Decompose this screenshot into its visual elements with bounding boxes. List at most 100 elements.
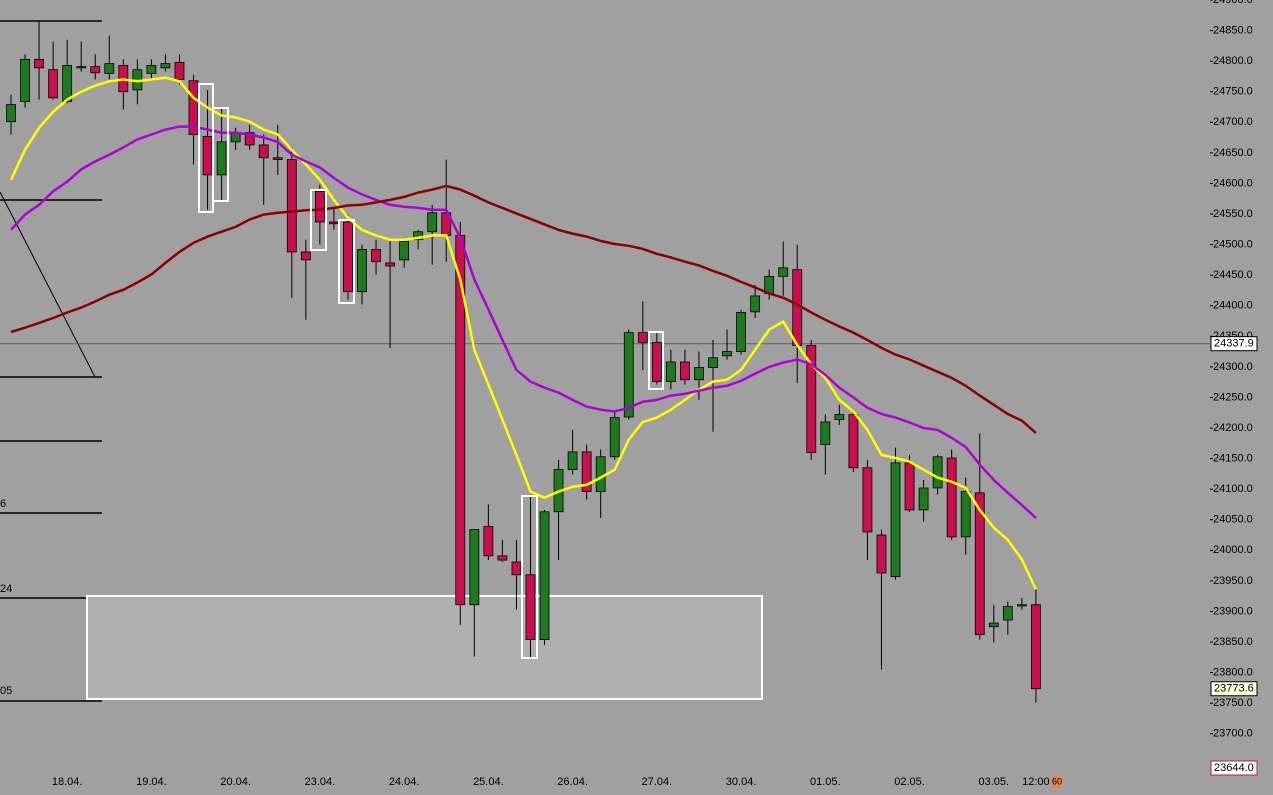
- y-tick-label: 24550.0: [1213, 208, 1253, 220]
- x-tick-label: 02.05.: [894, 776, 925, 788]
- x-tick-label: 18.04.: [52, 776, 83, 788]
- x-tick-label: 30.04.: [726, 776, 757, 788]
- candle-body: [637, 332, 648, 343]
- candle-body: [300, 251, 311, 261]
- candle-body: [890, 462, 901, 578]
- x-tick-label: 27.04.: [642, 776, 673, 788]
- candle-body: [525, 574, 536, 640]
- moving-average: [10, 184, 1037, 434]
- y-tick-label: 24050.0: [1213, 514, 1253, 526]
- x-tick-label: 20.04.: [220, 776, 251, 788]
- candle-body: [708, 357, 718, 368]
- low-marker-label-box: [1210, 760, 1258, 776]
- candle-body: [932, 456, 943, 489]
- candle-body: [1002, 606, 1013, 621]
- candle-body: [511, 561, 522, 576]
- candle-body: [160, 63, 171, 69]
- candle-body: [272, 157, 283, 160]
- candle-body: [314, 190, 325, 223]
- candle-body: [357, 249, 367, 293]
- y-tick-label: 24000.0: [1213, 544, 1253, 556]
- candle-body: [343, 221, 353, 293]
- zone-box: [86, 595, 763, 700]
- candle-body: [90, 66, 101, 74]
- candle-body: [581, 451, 592, 493]
- candle-body: [567, 451, 578, 471]
- candle-body: [146, 65, 157, 74]
- y-tick-label: 24600.0: [1213, 177, 1253, 189]
- x-tick-label: 25.04.: [473, 776, 504, 788]
- y-tick-label: 24850.0: [1213, 24, 1253, 36]
- candle-body: [202, 135, 213, 176]
- y-tick-label: 23900.0: [1213, 605, 1253, 617]
- y-tick-label: 24200.0: [1213, 422, 1253, 434]
- highlight-box: [310, 189, 327, 251]
- moving-average: [10, 125, 1037, 519]
- x-tick-label: 01.05.: [810, 776, 841, 788]
- fib-label: 6: [0, 498, 6, 510]
- candle-body: [76, 66, 87, 69]
- y-tick-label: 23700.0: [1213, 728, 1253, 740]
- y-tick-label: 24300.0: [1213, 361, 1253, 373]
- candle-body: [623, 332, 634, 418]
- candle-body: [216, 141, 227, 176]
- y-tick-label: 24150.0: [1213, 453, 1253, 465]
- x-tick-label: 24.04.: [389, 776, 420, 788]
- candle-body: [20, 58, 30, 102]
- y-tick-label: 23750.0: [1213, 697, 1253, 709]
- y-tick-label: 23950.0: [1213, 575, 1253, 587]
- candle-body: [918, 487, 929, 511]
- highlight-box: [648, 331, 664, 390]
- candle-body: [680, 361, 690, 381]
- candle-body: [974, 492, 985, 636]
- candle-body: [427, 212, 438, 233]
- candle-body: [34, 58, 44, 69]
- low-marker-label: 23644.0: [1214, 762, 1254, 774]
- interval-badge-text: 60: [1052, 776, 1062, 786]
- candle-body: [778, 267, 789, 277]
- y-tick-label: 23850.0: [1213, 636, 1253, 648]
- candle-body: [960, 491, 971, 538]
- fib-label: 24: [0, 583, 12, 595]
- y-tick-label: 24650.0: [1213, 147, 1253, 159]
- candle-body: [385, 262, 395, 267]
- candle-body: [1016, 604, 1027, 607]
- plot-area: [0, 21, 1210, 703]
- y-tick-label: 24900.0: [1213, 0, 1253, 6]
- moving-average: [9, 76, 1038, 591]
- fib-label: 05: [0, 685, 12, 697]
- candle-body: [876, 534, 887, 574]
- candle-body: [834, 414, 845, 420]
- highlight-box: [212, 107, 229, 202]
- x-tick-label: 03.05.: [979, 776, 1010, 788]
- candle-body: [539, 511, 550, 640]
- y-tick-label: 24500.0: [1213, 238, 1253, 250]
- candle-body: [469, 529, 480, 606]
- highlight-box: [521, 495, 538, 659]
- candle-body: [1031, 604, 1041, 690]
- highlight-box: [338, 219, 355, 304]
- candle-body: [62, 65, 73, 102]
- candle-body: [665, 361, 676, 382]
- candle-body: [48, 69, 59, 99]
- y-tick-label: 24800.0: [1213, 55, 1253, 67]
- candle-body: [6, 104, 16, 123]
- candle-body: [286, 159, 297, 253]
- crosshair-label-box: [1210, 336, 1258, 352]
- candle-body: [595, 456, 606, 493]
- x-tick-label: 12:00: [1022, 776, 1050, 788]
- candle-body: [694, 367, 704, 381]
- candle-body: [848, 414, 859, 469]
- y-tick-label: 24100.0: [1213, 483, 1253, 495]
- x-tick-label: 19.04.: [136, 776, 167, 788]
- crosshair-label: 24337.9: [1214, 338, 1254, 350]
- y-tick-label: 24700.0: [1213, 116, 1253, 128]
- y-tick-label: 24250.0: [1213, 391, 1253, 403]
- trend-line: [0, 191, 96, 378]
- candle-body: [483, 526, 494, 557]
- y-tick-label: 24450.0: [1213, 269, 1253, 281]
- candle-body: [806, 345, 817, 453]
- x-tick-label: 23.04.: [305, 776, 336, 788]
- candle-body: [104, 63, 115, 74]
